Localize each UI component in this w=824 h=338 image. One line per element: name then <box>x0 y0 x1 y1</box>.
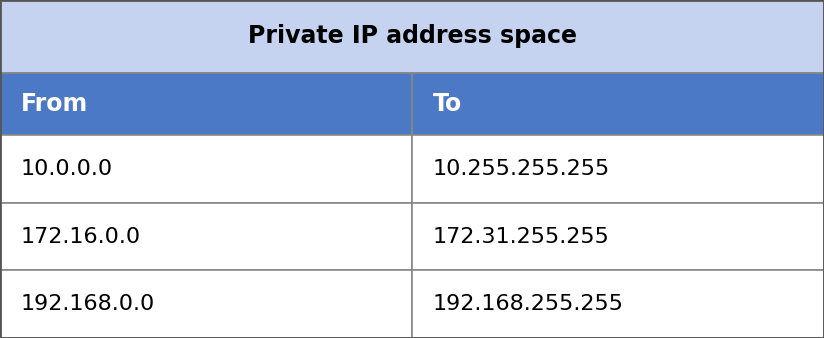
Text: To: To <box>433 92 461 116</box>
Text: 192.168.0.0: 192.168.0.0 <box>21 294 155 314</box>
Bar <box>412 73 824 135</box>
Text: 192.168.255.255: 192.168.255.255 <box>433 294 624 314</box>
Text: 172.16.0.0: 172.16.0.0 <box>21 226 141 247</box>
Text: 172.31.255.255: 172.31.255.255 <box>433 226 610 247</box>
Bar <box>0 203 412 270</box>
Bar <box>0 135 412 203</box>
Bar <box>412 203 824 270</box>
Text: From: From <box>21 92 88 116</box>
Bar <box>0 270 412 338</box>
Bar <box>0 0 824 73</box>
Bar <box>0 73 412 135</box>
Text: 10.0.0.0: 10.0.0.0 <box>21 159 113 179</box>
Bar <box>412 270 824 338</box>
Bar <box>412 135 824 203</box>
Text: Private IP address space: Private IP address space <box>247 24 577 48</box>
Text: 10.255.255.255: 10.255.255.255 <box>433 159 610 179</box>
